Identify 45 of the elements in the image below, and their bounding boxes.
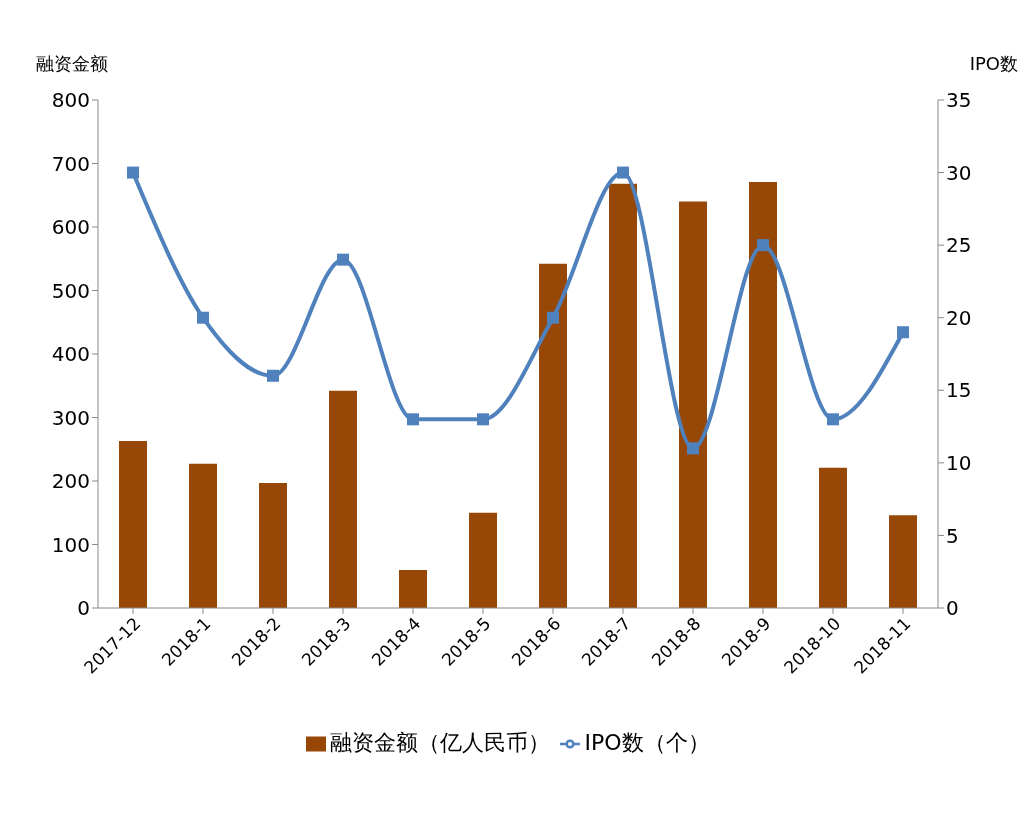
point bbox=[267, 369, 279, 382]
bar bbox=[609, 183, 637, 608]
bar bbox=[119, 441, 147, 608]
bar bbox=[399, 569, 427, 608]
point bbox=[897, 326, 909, 339]
y2-tick-label: 10 bbox=[946, 450, 972, 475]
point bbox=[827, 413, 839, 426]
y2-tick-label: 30 bbox=[946, 160, 972, 185]
bar bbox=[259, 482, 287, 608]
bar bbox=[889, 515, 917, 608]
y-axis-title: 融资金额 bbox=[36, 52, 108, 76]
y2-tick-label: 35 bbox=[946, 88, 972, 113]
point bbox=[407, 413, 419, 426]
point bbox=[127, 166, 139, 179]
bar bbox=[749, 181, 777, 608]
y-tick-label: 200 bbox=[51, 469, 90, 494]
bar bbox=[329, 390, 357, 608]
point bbox=[337, 253, 349, 266]
point bbox=[757, 239, 769, 252]
point bbox=[547, 311, 559, 324]
bar bbox=[819, 467, 847, 608]
y-tick-label: 300 bbox=[51, 405, 90, 430]
bar bbox=[539, 263, 567, 608]
y2-tick-label: 20 bbox=[946, 305, 972, 330]
legend-label: IPO数（个） bbox=[584, 730, 710, 755]
point bbox=[197, 311, 209, 324]
point bbox=[687, 442, 699, 455]
bar bbox=[679, 201, 707, 608]
y-tick-label: 0 bbox=[77, 596, 90, 621]
y-tick-label: 500 bbox=[51, 278, 90, 303]
y-tick-label: 400 bbox=[51, 342, 90, 367]
y2-axis-title: IPO数 bbox=[969, 52, 1018, 76]
y-tick-label: 600 bbox=[51, 215, 90, 240]
y2-tick-label: 5 bbox=[946, 523, 959, 548]
point bbox=[617, 166, 629, 179]
y-tick-label: 800 bbox=[51, 88, 90, 113]
y2-tick-label: 15 bbox=[946, 378, 972, 403]
bar bbox=[469, 512, 497, 608]
legend-label: 融资金额（亿人民币） bbox=[330, 730, 551, 755]
y-tick-label: 100 bbox=[51, 532, 90, 557]
bar bbox=[189, 463, 217, 608]
y2-tick-label: 25 bbox=[946, 233, 972, 258]
y2-tick-label: 0 bbox=[946, 596, 959, 621]
point bbox=[477, 413, 489, 426]
y-tick-label: 700 bbox=[51, 151, 90, 176]
